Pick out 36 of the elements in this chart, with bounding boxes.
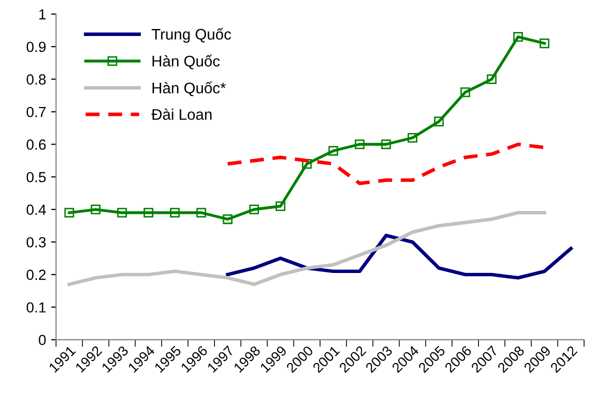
point xyxy=(170,208,180,218)
legend-label: Hàn Quốc* xyxy=(152,82,226,96)
line-series xyxy=(226,142,546,186)
point xyxy=(328,146,338,156)
point xyxy=(381,139,391,150)
y-tick-label: 0.8 xyxy=(26,74,46,85)
point xyxy=(460,87,470,98)
legend-label: Trung Quốc xyxy=(152,28,232,43)
point xyxy=(64,208,74,218)
point xyxy=(354,139,365,150)
line-series xyxy=(68,210,546,286)
point xyxy=(513,32,523,42)
line-series xyxy=(226,234,573,280)
y-tick-label: 0 xyxy=(38,334,46,346)
y-tick-label: 0.2 xyxy=(26,270,46,280)
y-tick-label: 0.1 xyxy=(26,302,46,313)
y-tick-label: 0.6 xyxy=(26,139,46,150)
y-tick-label: 0.3 xyxy=(26,237,46,248)
legend-label: Hàn Quốc xyxy=(152,54,220,70)
point xyxy=(144,208,154,218)
point xyxy=(249,204,259,214)
point xyxy=(434,116,444,126)
legend-label: Đài Loan xyxy=(151,108,212,120)
y-tick-label: 1 xyxy=(39,9,46,20)
point xyxy=(540,38,550,48)
point xyxy=(117,208,127,218)
y-tick-label: 0.9 xyxy=(26,42,46,52)
point xyxy=(222,214,233,224)
point xyxy=(408,132,418,143)
y-tick-label: 0.7 xyxy=(26,106,46,118)
point xyxy=(276,201,286,212)
point xyxy=(90,204,101,214)
y-tick-label: 0.5 xyxy=(26,172,46,182)
point xyxy=(196,208,206,218)
point xyxy=(486,74,497,84)
y-tick-label: 0.4 xyxy=(26,204,46,215)
